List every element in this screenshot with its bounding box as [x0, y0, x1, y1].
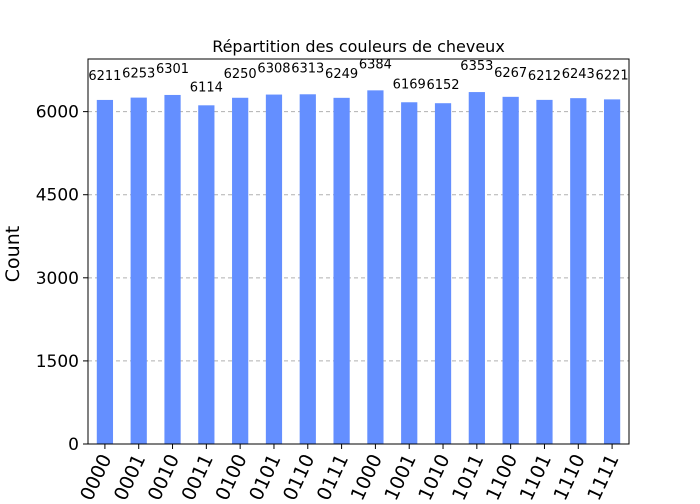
data-label: 6114 — [190, 80, 223, 95]
y-axis-label: Count — [2, 226, 24, 282]
bar — [367, 90, 384, 445]
bar — [468, 92, 485, 444]
data-label: 6250 — [224, 67, 257, 82]
data-label: 6267 — [494, 66, 527, 81]
data-label: 6211 — [88, 69, 121, 84]
bar — [434, 103, 452, 445]
data-label: 6384 — [359, 57, 392, 72]
y-tick-label: 3000 — [36, 269, 79, 289]
bar — [603, 99, 621, 444]
bar — [265, 94, 283, 444]
bar — [96, 99, 114, 444]
data-label: 6221 — [596, 68, 629, 83]
chart-title: Répartition des couleurs de cheveux — [212, 37, 505, 56]
bars — [96, 90, 621, 445]
bar — [130, 97, 147, 445]
bar — [502, 96, 519, 444]
bar — [570, 98, 587, 445]
data-label: 6169 — [393, 77, 426, 92]
y-tick-label: 0 — [68, 435, 79, 455]
data-label: 6212 — [528, 69, 561, 84]
data-label: 6313 — [291, 61, 324, 76]
y-tick-label: 1500 — [36, 352, 79, 372]
data-label: 6308 — [257, 62, 290, 77]
plot-area-frame — [87, 58, 630, 445]
data-label: 6243 — [562, 67, 595, 82]
bar — [401, 102, 418, 444]
y-axis-ticks: 0 1500 3000 4500 6000 — [36, 103, 88, 455]
bar — [299, 94, 316, 444]
bar — [333, 97, 350, 445]
bar — [198, 105, 215, 444]
bar — [164, 94, 181, 445]
bar — [232, 97, 249, 444]
data-label: 6152 — [426, 78, 459, 93]
y-tick-label: 4500 — [36, 186, 79, 206]
data-label: 6253 — [122, 67, 155, 82]
data-label: 6249 — [325, 67, 358, 82]
data-label: 6301 — [156, 62, 189, 77]
data-label: 6353 — [460, 59, 493, 74]
bar — [536, 99, 553, 444]
y-tick-label: 6000 — [36, 103, 79, 123]
